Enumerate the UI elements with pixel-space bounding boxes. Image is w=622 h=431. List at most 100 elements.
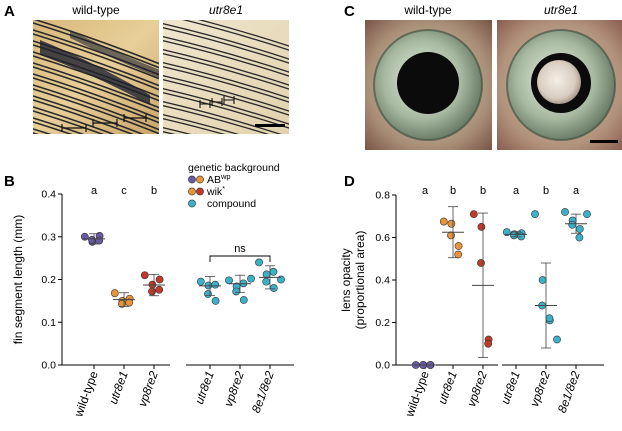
significance-label: c	[121, 185, 127, 197]
utr8e1-eye-image	[497, 20, 622, 150]
x-tick-label: utr8e1	[435, 369, 460, 406]
legend-marker	[196, 175, 204, 184]
label-utr8e1-fin: utr8e1	[209, 3, 243, 17]
x-tick-label: wild-type	[402, 369, 432, 420]
panel-letter-d: D	[344, 173, 355, 190]
data-point	[225, 276, 233, 285]
panel-letter-b: B	[4, 173, 15, 190]
y-axis-label: fin segment length (mm)	[11, 215, 25, 344]
data-point	[447, 219, 456, 228]
x-tick-label: wild-type	[71, 369, 101, 420]
x-tick-label: 8e1/8e2	[249, 369, 277, 415]
y-tick-label: 0.6	[375, 232, 390, 244]
y-tick-label: 0.4	[375, 275, 390, 287]
panel-letter-c: C	[344, 3, 355, 20]
y-tick-label: 0.3	[41, 231, 56, 243]
data-point	[211, 280, 220, 289]
data-point	[95, 236, 104, 245]
label-utr8e1-eye: utr8e1	[544, 3, 578, 17]
legend-label: ABwp	[207, 172, 231, 186]
data-point	[262, 277, 271, 286]
x-tick-label: vp8re2	[527, 369, 553, 409]
panel-a: A wild-type utr8e1	[4, 3, 289, 134]
data-point	[211, 296, 220, 305]
significance-label: b	[151, 185, 157, 197]
data-point	[439, 217, 448, 226]
significance-label: a	[513, 185, 520, 197]
y-axis-label-2: (proportional area)	[353, 231, 367, 330]
utr8e1-fin-image	[163, 20, 289, 134]
significance-label: a	[91, 185, 98, 197]
x-tick-label: 8e1/8e2	[555, 369, 583, 415]
wild-type-fin-image	[33, 20, 159, 134]
data-point	[469, 210, 478, 219]
label-wild-type-eye: wild-type	[403, 3, 452, 17]
data-point	[239, 296, 248, 304]
data-point	[553, 335, 561, 344]
significance-label: b	[450, 185, 456, 197]
data-point	[477, 259, 485, 267]
y-tick-label: 0.4	[41, 189, 56, 201]
x-tick-label: vp8re2	[221, 369, 247, 409]
data-point	[454, 250, 463, 259]
data-point	[148, 287, 156, 296]
data-point	[561, 208, 569, 216]
data-point	[510, 231, 518, 240]
y-axis-label: lens opacity	[339, 248, 353, 311]
legend-marker	[188, 187, 196, 196]
data-point	[204, 290, 212, 298]
data-point	[140, 271, 149, 280]
wild-type-eye-image	[365, 20, 492, 150]
data-point	[454, 242, 463, 250]
panel-c: C wild-type utr8e1	[344, 3, 622, 150]
data-point	[269, 267, 278, 276]
ns-label: ns	[234, 243, 246, 255]
y-tick-label: 0.2	[41, 274, 56, 286]
data-point	[575, 233, 584, 242]
y-tick-label: 0.1	[41, 317, 56, 329]
data-point	[484, 339, 493, 348]
scale-bar	[590, 140, 618, 143]
legend-label: compound	[207, 198, 256, 210]
y-tick-label: 0.2	[375, 317, 390, 329]
y-tick-label: 0.8	[375, 190, 390, 202]
data-point	[247, 274, 255, 283]
significance-label: b	[543, 185, 549, 197]
legend-label: wik*	[206, 184, 225, 198]
data-point	[447, 231, 455, 240]
significance-label: b	[480, 185, 486, 197]
x-tick-label: utr8e1	[192, 369, 217, 406]
legend-marker	[188, 175, 196, 184]
data-point	[568, 220, 577, 229]
data-point	[255, 258, 263, 267]
data-point	[531, 210, 539, 219]
data-point	[477, 222, 486, 231]
x-tick-label: utr8e1	[498, 369, 523, 406]
legend-marker	[188, 199, 196, 208]
data-point	[232, 287, 241, 296]
x-tick-label: vp8re2	[464, 369, 490, 409]
scale-bar	[255, 124, 285, 127]
data-point	[269, 284, 278, 292]
data-point	[155, 275, 164, 284]
data-point	[125, 298, 134, 307]
data-point	[583, 210, 591, 219]
y-tick-label: 0.0	[375, 360, 390, 372]
significance-label: a	[573, 185, 580, 197]
chart-lens-opacity: D 0.0 0.2 0.4 0.6 0.8 lens opacity (proportion…	[339, 173, 604, 419]
data-point	[155, 285, 164, 294]
legend-marker	[196, 187, 204, 196]
label-wild-type-fin: wild-type	[71, 3, 120, 17]
data-point	[545, 314, 554, 323]
data-point	[538, 276, 547, 284]
data-point	[88, 235, 96, 244]
significance-label: a	[422, 185, 429, 197]
x-tick-label: vp8re2	[135, 369, 161, 409]
data-point	[575, 225, 584, 233]
ns-bracket	[209, 255, 271, 262]
data-point	[196, 277, 205, 286]
x-tick-label: utr8e1	[106, 369, 131, 406]
data-point	[110, 289, 119, 298]
